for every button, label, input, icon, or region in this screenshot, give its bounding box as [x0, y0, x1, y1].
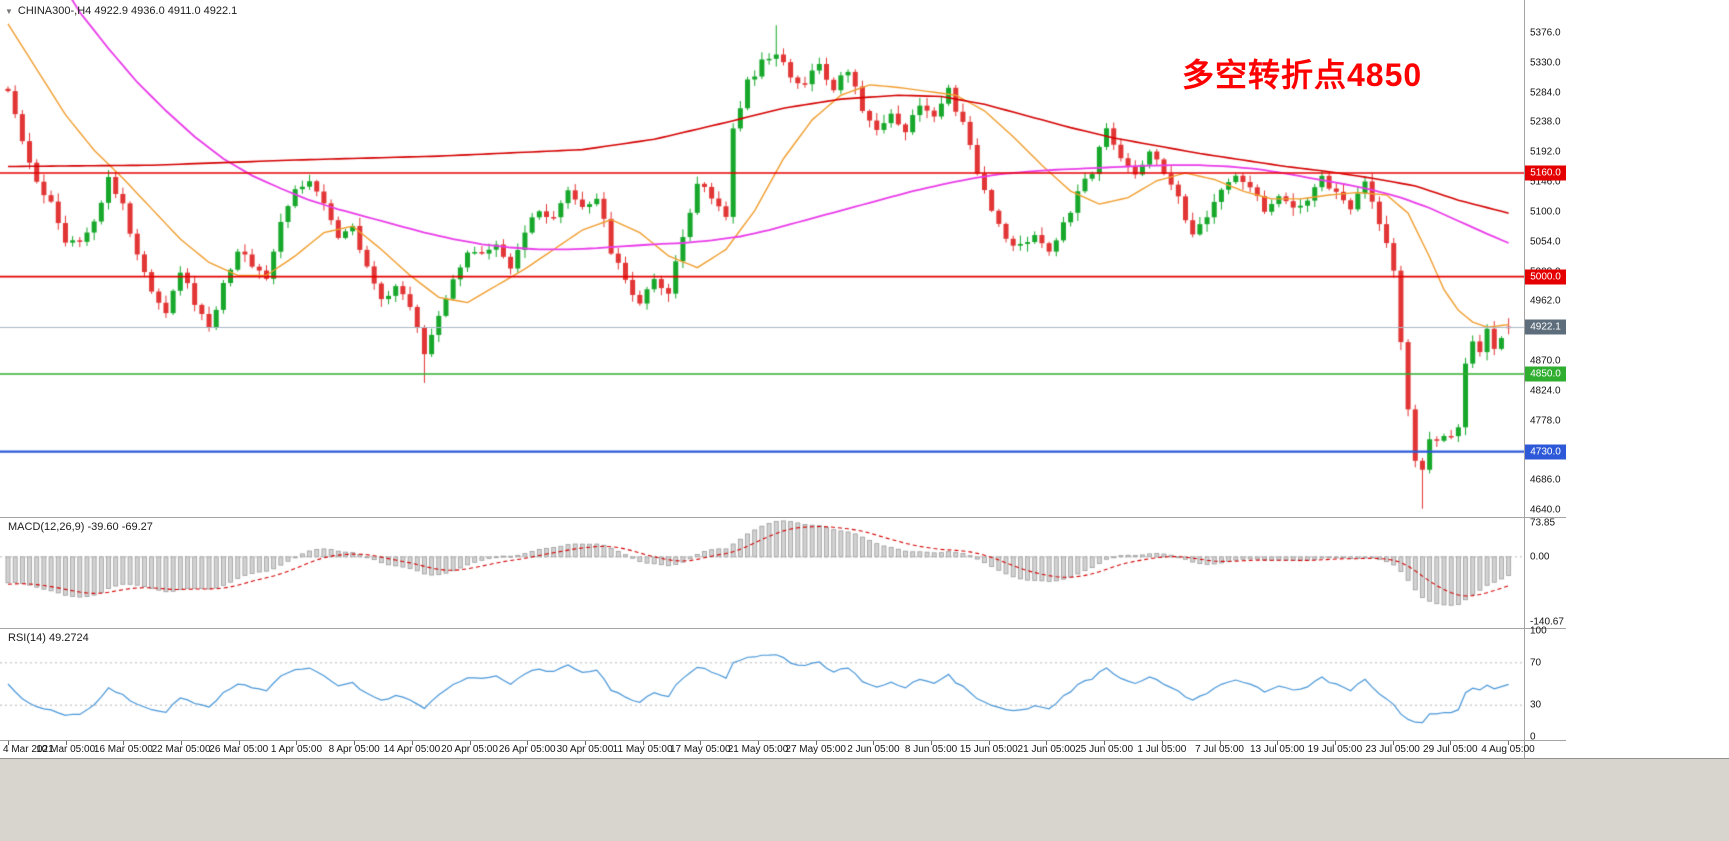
rsi-timeaxis-divider — [0, 740, 1566, 741]
macd-rsi-divider — [0, 628, 1566, 629]
rsi-label: RSI(14) 49.2724 — [8, 632, 89, 644]
bottom-strip — [0, 758, 1729, 841]
symbol-ohlc-text: CHINA300-,H4 4922.9 4936.0 4911.0 4922.1 — [17, 5, 238, 17]
main-macd-divider — [0, 517, 1566, 518]
chart-annotation-text: 多空转折点4850 — [1182, 57, 1423, 93]
rsi-panel-canvas[interactable] — [0, 629, 1524, 740]
time-axis[interactable] — [0, 741, 1566, 758]
macd-label: MACD(12,26,9) -39.60 -69.27 — [8, 521, 153, 533]
collapse-arrow-icon[interactable]: ▼ — [5, 6, 13, 16]
plot-axis-divider — [1524, 0, 1525, 758]
main-chart-canvas[interactable] — [0, 0, 1524, 518]
macd-panel-canvas[interactable] — [0, 518, 1524, 628]
price-axis[interactable] — [1525, 0, 1729, 741]
symbol-header: ▼ CHINA300-,H4 4922.9 4936.0 4911.0 4922… — [5, 5, 237, 17]
